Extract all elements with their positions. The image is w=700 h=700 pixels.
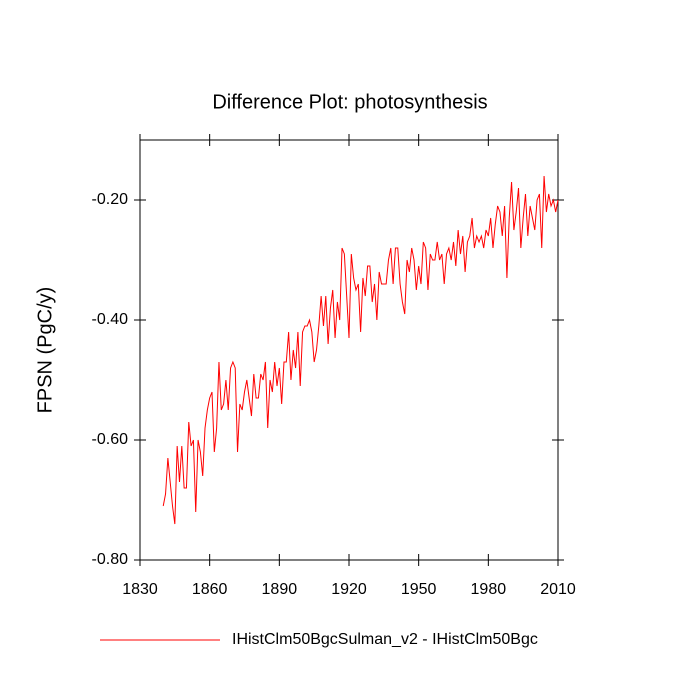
x-tick-label: 1860 [192, 581, 228, 598]
y-tick-label: -0.40 [92, 311, 129, 328]
y-tick-label: -0.20 [92, 191, 129, 208]
x-tick-label: 1980 [471, 581, 507, 598]
legend-label: IHistClm50BgcSulman_v2 - IHistClm50Bgc [232, 631, 538, 648]
x-tick-label: 1920 [331, 581, 367, 598]
x-tick-label: 1890 [262, 581, 298, 598]
data-line [162, 175, 559, 525]
x-tick-label: 1830 [122, 581, 158, 598]
chart-title: Difference Plot: photosynthesis [212, 91, 487, 113]
x-tick-label: 1950 [401, 581, 437, 598]
y-tick-label: -0.80 [92, 551, 129, 568]
plot-frame [139, 139, 559, 561]
y-axis-label: FPSN (PgC/y) [34, 287, 56, 414]
x-tick-label: 2010 [540, 581, 576, 598]
y-tick-label: -0.60 [92, 431, 129, 448]
